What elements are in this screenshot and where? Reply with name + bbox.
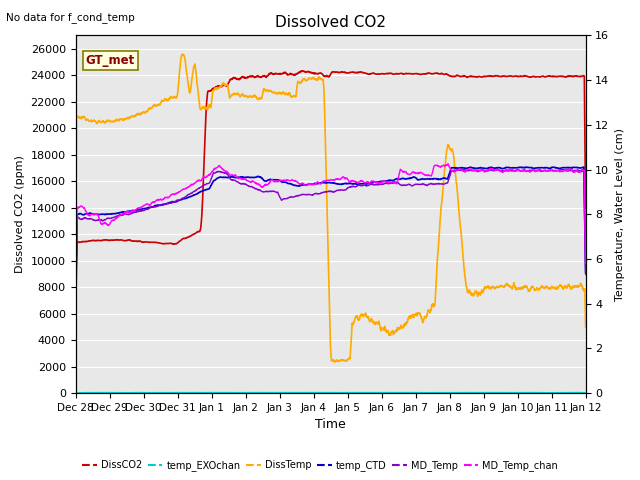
- Text: GT_met: GT_met: [86, 54, 135, 67]
- Title: Dissolved CO2: Dissolved CO2: [275, 15, 386, 30]
- Y-axis label: Dissolved CO2 (ppm): Dissolved CO2 (ppm): [15, 156, 25, 273]
- Text: No data for f_cond_temp: No data for f_cond_temp: [6, 12, 135, 23]
- Legend: DissCO2, temp_EXOchan, DissTemp, temp_CTD, MD_Temp, MD_Temp_chan: DissCO2, temp_EXOchan, DissTemp, temp_CT…: [78, 456, 562, 475]
- Y-axis label: Temperature, Water Level (cm): Temperature, Water Level (cm): [615, 128, 625, 301]
- X-axis label: Time: Time: [315, 419, 346, 432]
